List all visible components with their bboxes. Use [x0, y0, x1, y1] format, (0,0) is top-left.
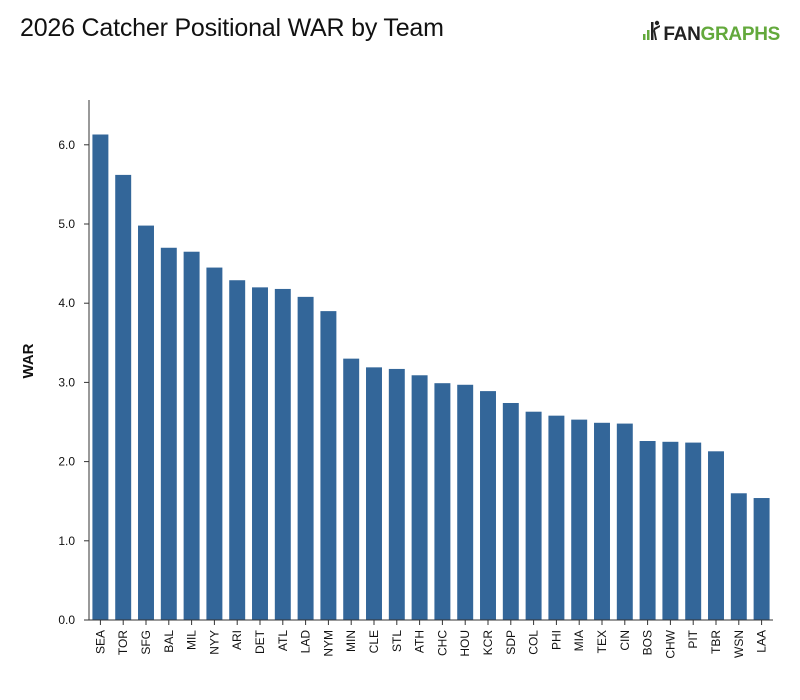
x-tick-label: ATL	[276, 630, 290, 651]
bar-phi	[548, 415, 565, 620]
x-tick-label: BAL	[162, 630, 176, 653]
y-tick-label: 6.0	[58, 138, 75, 152]
x-tick-label: TOR	[116, 630, 130, 655]
bar-ari	[229, 280, 246, 620]
bar-nym	[320, 311, 337, 620]
bar-sfg	[138, 225, 154, 621]
x-tick-label: TEX	[595, 630, 609, 653]
x-axis-labels: SEA TOR SFG BAL MIL NYY ARI DET ATL LAD NYM MIN CLE S…	[93, 620, 769, 659]
x-tick-label: PHI	[549, 630, 563, 650]
bar-wsn	[730, 493, 747, 620]
y-axis-label: WAR	[20, 343, 37, 378]
y-tick-label: 4.0	[58, 296, 75, 310]
logo-text-fan: FAN	[663, 24, 701, 45]
bar-tex	[594, 422, 610, 620]
x-tick-label: DET	[253, 629, 267, 654]
x-tick-label: COL	[527, 630, 541, 655]
bar-chc	[434, 383, 451, 620]
x-tick-label: HOU	[458, 630, 472, 657]
bar-hou	[457, 384, 474, 620]
x-tick-label: PIT	[686, 629, 700, 648]
x-tick-label: MIA	[572, 630, 586, 651]
x-tick-label: SEA	[93, 630, 107, 654]
y-tick-label: 5.0	[58, 217, 75, 231]
bar-pit	[685, 442, 702, 620]
bar-nyy	[206, 267, 223, 620]
bar-tor	[115, 174, 132, 620]
bar-laa	[753, 498, 770, 620]
x-tick-label: LAA	[755, 630, 769, 653]
bar-chw	[662, 441, 679, 620]
x-tick-label: ARI	[230, 630, 244, 650]
x-tick-label: NYM	[321, 630, 335, 657]
y-axis-ticks: 0.0 1.0 2.0 3.0 4.0 5.0 6.0	[58, 138, 89, 627]
bar-cin	[616, 423, 633, 620]
x-tick-label: ATH	[413, 630, 427, 653]
x-tick-label: SFG	[139, 630, 153, 655]
x-tick-label: CHC	[435, 630, 449, 656]
bar-ath	[411, 375, 428, 620]
x-tick-label: WSN	[732, 630, 746, 658]
bar-stl	[388, 368, 405, 620]
x-tick-label: BOS	[641, 630, 655, 655]
x-tick-label: NYY	[207, 630, 221, 655]
x-tick-label: CHW	[663, 629, 677, 658]
bar-col	[525, 411, 542, 620]
y-tick-label: 3.0	[58, 375, 75, 389]
fangraphs-logo: FAN GRAPHS	[643, 20, 780, 46]
bar-det	[252, 287, 268, 620]
y-tick-label: 0.0	[58, 613, 75, 627]
x-tick-label: TBR	[709, 630, 723, 654]
batter-icon	[643, 20, 661, 46]
bar-mil	[183, 251, 200, 620]
x-tick-label: MIL	[185, 630, 199, 650]
x-tick-label: STL	[390, 630, 404, 652]
y-tick-label: 2.0	[58, 455, 75, 469]
bar-bos	[639, 441, 656, 620]
x-tick-label: CIN	[618, 630, 632, 651]
bar-lad	[297, 296, 314, 620]
x-tick-label: CLE	[367, 630, 381, 653]
bar-sea	[92, 134, 109, 620]
x-tick-label: MIN	[344, 630, 358, 652]
bars	[92, 134, 770, 621]
chart-title: 2026 Catcher Positional WAR by Team	[20, 14, 444, 42]
x-tick-label: KCR	[481, 630, 495, 656]
bar-cle	[366, 367, 382, 620]
bar-mia	[571, 419, 588, 620]
bar-sdp	[502, 402, 519, 620]
logo-text-graphs: GRAPHS	[700, 24, 781, 45]
x-tick-label: LAD	[299, 630, 313, 654]
y-tick-label: 1.0	[58, 534, 75, 548]
x-tick-label: SDP	[504, 630, 518, 655]
bar-kcr	[480, 391, 496, 620]
bar-min	[343, 358, 360, 620]
bar-bal	[160, 247, 177, 620]
bar-tbr	[708, 451, 724, 620]
bar-atl	[274, 288, 291, 620]
